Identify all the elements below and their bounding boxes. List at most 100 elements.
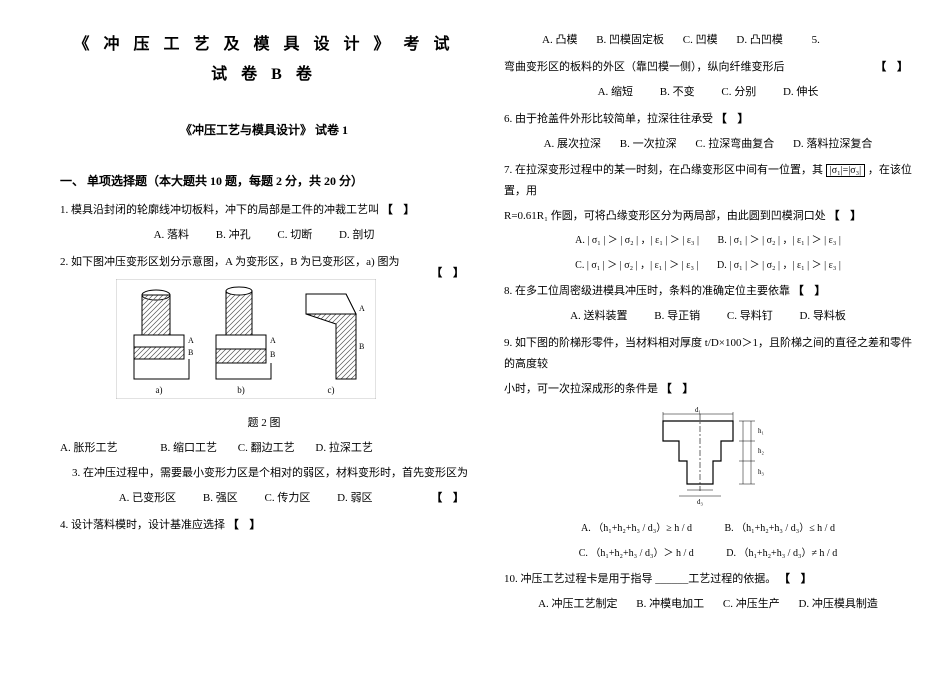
q6-text: 6. 由于抢盖件外形比较简单，拉深往往承受 【 】 bbox=[504, 109, 912, 130]
q10-opt-b: B. 冲模电加工 bbox=[636, 598, 704, 610]
figure-9-svg: d₁ h₁ h₂ h₃ d₃ bbox=[643, 406, 773, 506]
q8-bracket: 【 】 bbox=[793, 285, 830, 297]
q9-options-cd: C. （h₁+h₂+h₃ / d₃）＞ h / d D. （h₁+h₂+h₃ /… bbox=[504, 544, 912, 563]
q5-opt-b: B. 不变 bbox=[660, 86, 695, 98]
q6-opt-c: C. 拉深弯曲复合 bbox=[695, 138, 774, 150]
q5-stem: 弯曲变形区的板料的外区（靠凹模一侧），纵向纤维变形后 bbox=[504, 61, 785, 73]
q5-number: 5. bbox=[812, 34, 820, 46]
q1-opt-b: B. 冲孔 bbox=[216, 229, 251, 241]
svg-text:A: A bbox=[359, 304, 365, 313]
q3-options: A. 已变形区 B. 强区 C. 传力区 D. 弱区 bbox=[60, 488, 468, 509]
q1-opt-d: D. 剖切 bbox=[339, 229, 374, 241]
figure-2-caption: 题 2 图 bbox=[60, 413, 468, 434]
q8-opt-b: B. 导正销 bbox=[654, 310, 700, 322]
section-1-heading: 一、 单项选择题（本大题共 10 题，每题 2 分，共 20 分） bbox=[60, 170, 468, 193]
q4-text: 4. 设计落料模时，设计基准应选择 【 】 bbox=[60, 515, 468, 536]
q5-opt-c: C. 分别 bbox=[721, 86, 756, 98]
q9-opt-d: D. （h₁+h₂+h₃ / d₃）≠ h / d bbox=[726, 548, 837, 559]
q7-stem-a: 7. 在拉深变形过程中的某一时刻，在凸缘变形区中间有一位置，其 bbox=[504, 164, 823, 176]
svg-text:B: B bbox=[359, 342, 364, 351]
main-title: 《 冲 压 工 艺 及 模 具 设 计 》 考 试 试 卷 B 卷 bbox=[60, 30, 468, 91]
q9-line1: 9. 如下图的阶梯形零件，当材料相对厚度 t/D×100＞1，且阶梯之间的直径之… bbox=[504, 333, 912, 375]
svg-text:A: A bbox=[270, 336, 276, 345]
q6-opt-b: B. 一次拉深 bbox=[620, 138, 677, 150]
q9-line2: 小时，可一次拉深成形的条件是 【 】 bbox=[504, 379, 912, 400]
q1-opt-c: C. 切断 bbox=[277, 229, 312, 241]
q4-opt-b: B. 凹模固定板 bbox=[596, 34, 664, 46]
q3-bracket: 【 】 bbox=[431, 488, 468, 509]
q8-opt-c: C. 导料钉 bbox=[727, 310, 773, 322]
svg-text:h₁: h₁ bbox=[758, 427, 764, 435]
svg-text:a): a) bbox=[155, 385, 162, 395]
q3-text: 3. 在冲压过程中，需要最小变形力区是个相对的弱区，材料变形时，首先变形区为 bbox=[60, 463, 468, 484]
q3-opt-b: B. 强区 bbox=[203, 492, 238, 504]
q4-opt-c: C. 凹模 bbox=[683, 34, 718, 46]
q7-opt-b: B. | σ₁ | ＞ | σ₂ | ，| ε₁ | ＞ | ε₃ | bbox=[718, 235, 841, 246]
q8-options: A. 送料装置 B. 导正销 C. 导料钉 D. 导料板 bbox=[504, 306, 912, 327]
svg-text:B: B bbox=[188, 348, 193, 357]
q7-opt-a: A. | σ₁ | ＞ | σ₂ | ，| ε₁ | ＞ | ε₃ | bbox=[575, 235, 699, 246]
q9-opt-b: B. （h₁+h₂+h₃ / d₃）≤ h / d bbox=[725, 523, 835, 534]
svg-text:B: B bbox=[270, 350, 275, 359]
q1-stem: 1. 模具沿封闭的轮廓线冲切板料，冲下的局部是工件的冲裁工艺叫 bbox=[60, 204, 379, 216]
q2-opt-a: A. 胀形工艺 bbox=[60, 442, 117, 454]
q6-bracket: 【 】 bbox=[716, 113, 753, 125]
q5-opt-a: A. 缩短 bbox=[598, 86, 633, 98]
q9-options-ab: A. （h₁+h₂+h₃ / d₃）≥ h / d B. （h₁+h₂+h₃ /… bbox=[504, 519, 912, 538]
q6-options: A. 展次拉深 B. 一次拉深 C. 拉深弯曲复合 D. 落料拉深复合 bbox=[504, 134, 912, 155]
q2-options: A. 胀形工艺 B. 缩口工艺 C. 翻边工艺 D. 拉深工艺 bbox=[60, 438, 468, 459]
q5-text: 弯曲变形区的板料的外区（靠凹模一侧），纵向纤维变形后 【 】 bbox=[504, 57, 912, 78]
svg-text:d₁: d₁ bbox=[695, 406, 701, 414]
q7-line1: 7. 在拉深变形过程中的某一时刻，在凸缘变形区中间有一位置，其 |σ₁|=|σ₃… bbox=[504, 160, 912, 202]
q4-options: A. 凸模 B. 凹模固定板 C. 凹模 D. 凸凹模 5. bbox=[504, 30, 912, 51]
q9-opt-a: A. （h₁+h₂+h₃ / d₃）≥ h / d bbox=[581, 523, 692, 534]
q7-line2: R=0.61R₁ 作圆，可将凸缘变形区分为两局部，由此圆到凹模洞口处 【 】 bbox=[504, 206, 912, 227]
sub-title: 《冲压工艺与模具设计》 试卷 1 bbox=[60, 119, 468, 142]
q7-options-ab: A. | σ₁ | ＞ | σ₂ | ，| ε₁ | ＞ | ε₃ | B. |… bbox=[504, 231, 912, 250]
q10-opt-a: A. 冲压工艺制定 bbox=[538, 598, 617, 610]
q4-opt-d: D. 凸凹模 bbox=[736, 34, 782, 46]
q7-bracket: 【 】 bbox=[828, 210, 865, 222]
q6-opt-a: A. 展次拉深 bbox=[544, 138, 601, 150]
q10-opt-d: D. 冲压模具制造 bbox=[798, 598, 877, 610]
q8-text: 8. 在多工位周密级进模具冲压时，条料的准确定位主要依靠 【 】 bbox=[504, 281, 912, 302]
q5-options: A. 缩短 B. 不变 C. 分别 D. 伸长 bbox=[504, 82, 912, 103]
q6-opt-d: D. 落料拉深复合 bbox=[793, 138, 872, 150]
q1-options: A. 落料 B. 冲孔 C. 切断 D. 剖切 bbox=[60, 225, 468, 246]
svg-text:b): b) bbox=[237, 385, 245, 395]
q5-bracket: 【 】 bbox=[875, 57, 912, 78]
q10-stem: 10. 冲压工艺过程卡是用于指导 ______工艺过程的依据。 bbox=[504, 573, 776, 585]
q7-opt-d: D. | σ₁ | ＞ | σ₂ | ，| ε₁ | ＞ | ε₃ | bbox=[717, 260, 841, 271]
q2-text: 2. 如下图冲压变形区划分示意图，A 为变形区，B 为已变形区，a) 图为 bbox=[60, 252, 468, 273]
q10-options: A. 冲压工艺制定 B. 冲模电加工 C. 冲压生产 D. 冲压模具制造 bbox=[504, 594, 912, 615]
q3-opt-d: D. 弱区 bbox=[337, 492, 372, 504]
q7-options-cd: C. | σ₁ | ＞ | σ₂ | ，| ε₁ | ＞ | ε₃ | D. |… bbox=[504, 256, 912, 275]
right-column: A. 凸模 B. 凹模固定板 C. 凹模 D. 凸凹模 5. 弯曲变形区的板料的… bbox=[486, 30, 930, 667]
figure-2: a) A B b) A B c) A B bbox=[60, 279, 468, 407]
q1-text: 1. 模具沿封闭的轮廓线冲切板料，冲下的局部是工件的冲裁工艺叫 【 】 bbox=[60, 200, 468, 221]
q2-opt-c: C. 翻边工艺 bbox=[238, 442, 295, 454]
q4-opt-a: A. 凸模 bbox=[542, 34, 577, 46]
svg-text:h₂: h₂ bbox=[758, 447, 765, 455]
q7-stem-b: R=0.61R₁ 作圆，可将凸缘变形区分为两局部，由此圆到凹模洞口处 bbox=[504, 210, 826, 222]
figure-2-svg: a) A B b) A B c) A B bbox=[116, 279, 376, 399]
q8-opt-a: A. 送料装置 bbox=[570, 310, 627, 322]
q6-stem: 6. 由于抢盖件外形比较简单，拉深往往承受 bbox=[504, 113, 713, 125]
q8-stem: 8. 在多工位周密级进模具冲压时，条料的准确定位主要依靠 bbox=[504, 285, 790, 297]
q9-opt-c: C. （h₁+h₂+h₃ / d₃）＞ h / d bbox=[579, 548, 694, 559]
q7-opt-c: C. | σ₁ | ＞ | σ₂ | ，| ε₁ | ＞ | ε₃ | bbox=[575, 260, 698, 271]
svg-text:c): c) bbox=[327, 385, 334, 395]
q10-text: 10. 冲压工艺过程卡是用于指导 ______工艺过程的依据。 【 】 bbox=[504, 569, 912, 590]
q10-opt-c: C. 冲压生产 bbox=[723, 598, 780, 610]
q5-opt-d: D. 伸长 bbox=[783, 86, 818, 98]
figure-9: d₁ h₁ h₂ h₃ d₃ bbox=[504, 406, 912, 514]
q1-bracket: 【 】 bbox=[382, 204, 419, 216]
q1-opt-a: A. 落料 bbox=[154, 229, 189, 241]
q4-bracket: 【 】 bbox=[228, 519, 265, 531]
q8-opt-d: D. 导料板 bbox=[799, 310, 845, 322]
q2-opt-d: D. 拉深工艺 bbox=[315, 442, 372, 454]
q7-sigma-box: |σ₁|=|σ₃| bbox=[826, 164, 865, 177]
q10-bracket: 【 】 bbox=[779, 573, 816, 585]
left-column: 《 冲 压 工 艺 及 模 具 设 计 》 考 试 试 卷 B 卷 《冲压工艺与… bbox=[30, 30, 486, 667]
q9-stem-b: 小时，可一次拉深成形的条件是 bbox=[504, 383, 658, 395]
